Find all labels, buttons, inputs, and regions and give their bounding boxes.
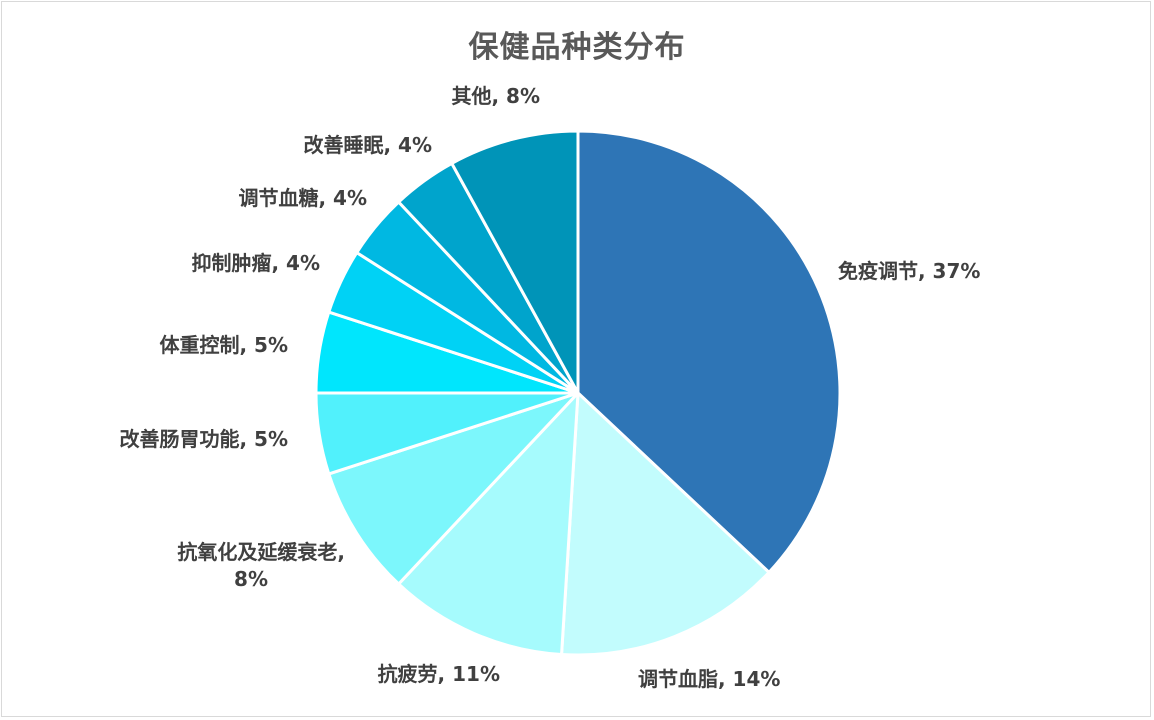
slice-label-line-3-0: 抗氧化及延缓衰老, [177, 540, 345, 564]
slice-label-2: 抗疲劳, 11% [378, 662, 500, 686]
slice-label-1: 调节血脂, 14% [638, 667, 780, 691]
slice-label-3: 抗氧化及延缓衰老, 8% [177, 540, 345, 591]
slice-label-8: 改善睡眠, 4% [303, 133, 432, 157]
slice-label-6: 抑制肿瘤, 4% [191, 251, 320, 275]
slice-label-5: 体重控制, 5% [159, 333, 288, 357]
pie-labels: 免疫调节, 37% 调节血脂, 14% 抗疲劳, 11% 抗氧化及延缓衰老, 8% 改善肠… [119, 84, 980, 691]
pie-slice-3 [327, 391, 580, 586]
pie-slice-1 [560, 391, 771, 657]
slice-label-7: 调节血糖, 4% [238, 186, 367, 210]
pie-slices [314, 129, 842, 657]
chart-title: 保健品种类分布 [468, 30, 686, 65]
slice-label-0: 免疫调节, 37% [838, 259, 980, 283]
slice-label-9: 其他, 8% [451, 84, 540, 108]
pie-slice-2 [397, 391, 580, 656]
slice-label-line-3-1: 8% [234, 567, 268, 591]
pie-slice-0 [576, 129, 842, 574]
pie-slice-9 [450, 129, 580, 395]
slice-label-4: 改善肠胃功能, 5% [119, 427, 288, 451]
